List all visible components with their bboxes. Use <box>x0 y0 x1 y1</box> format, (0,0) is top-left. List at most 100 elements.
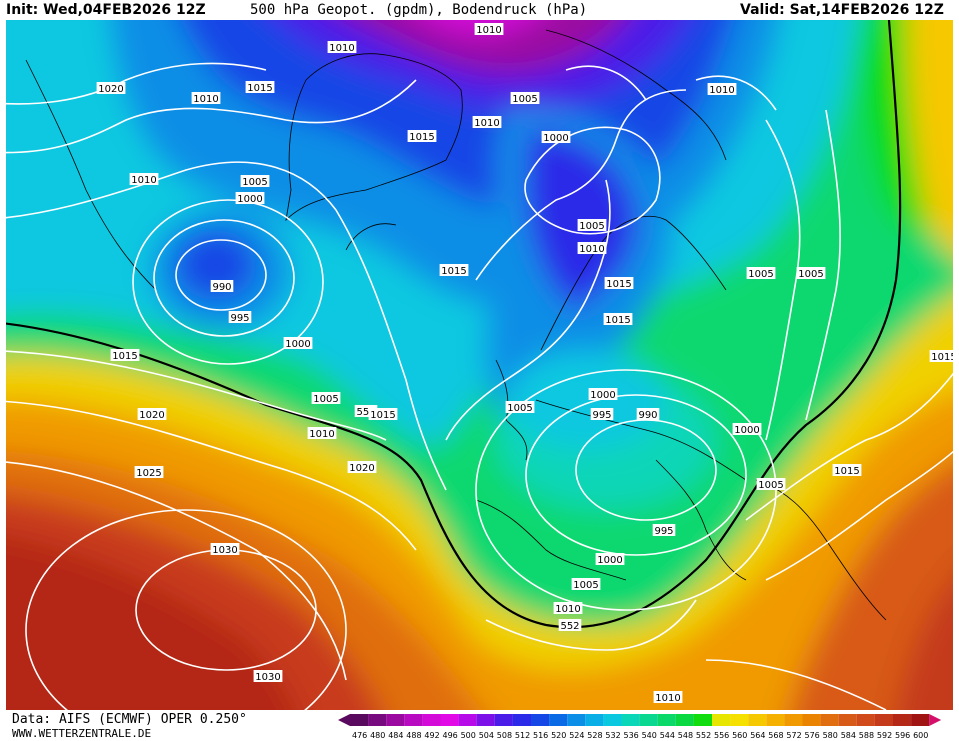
pressure-label: 1010 <box>555 604 580 615</box>
pressure-label-bg <box>96 82 126 94</box>
legend-tick-label: 564 <box>750 731 765 740</box>
legend-swatch <box>784 714 803 726</box>
pressure-label: 1005 <box>579 221 604 232</box>
pressure-label-bg <box>603 313 633 325</box>
pressure-label-bg <box>307 427 337 439</box>
map-title: 500 hPa Geopot. (gpdm), Bodendruck (hPa) <box>250 2 588 18</box>
pressure-label: 1005 <box>798 269 823 280</box>
pressure-label: 1005 <box>573 580 598 591</box>
pressure-label-bg <box>571 578 601 590</box>
legend-swatch <box>693 714 712 726</box>
pressure-label: 1015 <box>606 279 631 290</box>
legend-swatch <box>675 714 694 726</box>
legend-tick-label: 516 <box>533 731 548 740</box>
legend-swatch <box>802 714 821 726</box>
pressure-label-bg <box>541 131 571 143</box>
footer-bar: Data: AIFS (ECMWF) OPER 0.250° WWW.WETTE… <box>0 710 959 741</box>
legend-tick-label: 600 <box>913 731 928 740</box>
pressure-label: 1005 <box>313 394 338 405</box>
valid-time-label: Valid: Sat,14FEB2026 12Z <box>740 2 944 18</box>
legend-tick-label: 512 <box>515 731 530 740</box>
legend-tick-label: 560 <box>732 731 747 740</box>
legend-tick-label: 500 <box>461 731 476 740</box>
legend-swatch <box>512 714 531 726</box>
pressure-label-bg <box>210 543 240 555</box>
map-canvas: 1010 1010 1020 1015 1010 1005 1010 1010 1000 1015… <box>6 20 953 710</box>
pressure-label-bg <box>210 280 234 292</box>
pressure-label: 1015 <box>247 83 272 94</box>
legend-low-arrow <box>338 714 350 726</box>
pressure-label-bg <box>235 192 265 204</box>
legend-tick-label: 488 <box>406 731 421 740</box>
pressure-label: 1010 <box>474 118 499 129</box>
legend-tick-label: 528 <box>587 731 602 740</box>
legend-swatch <box>476 714 495 726</box>
pressure-label-bg <box>653 691 683 703</box>
legend-tick-label: 588 <box>859 731 874 740</box>
legend-swatch <box>730 714 749 726</box>
pressure-label-bg <box>407 130 437 142</box>
pressure-label: 1010 <box>131 175 156 186</box>
legend-tick-label: 596 <box>895 731 910 740</box>
pressure-label-bg <box>746 267 776 279</box>
legend-tick-label: 520 <box>551 731 566 740</box>
legend-swatch <box>368 714 387 726</box>
pressure-label: 1005 <box>512 94 537 105</box>
pressure-label-bg <box>604 277 634 289</box>
pressure-label: 1010 <box>476 25 501 36</box>
legend-tick-label: 568 <box>768 731 783 740</box>
legend-tick-label: 556 <box>714 731 729 740</box>
pressure-label-bg <box>110 349 140 361</box>
552-contour <box>6 20 902 629</box>
pressure-label-bg <box>796 267 826 279</box>
legend-swatch <box>458 714 477 726</box>
pressure-label: 1010 <box>193 94 218 105</box>
pressure-label: 1000 <box>237 194 262 205</box>
legend-swatch <box>404 714 423 726</box>
legend-tick-label: 572 <box>786 731 801 740</box>
pressure-label: 990 <box>638 410 657 421</box>
pressure-label: 1015 <box>112 351 137 362</box>
pressure-label-bg <box>253 670 283 682</box>
legend-tick-label: 532 <box>605 731 620 740</box>
legend-tick-label: 544 <box>660 731 675 740</box>
legend-tick-label: 484 <box>388 731 403 740</box>
pressure-label: 1010 <box>329 43 354 54</box>
pressure-label-bg <box>553 602 583 614</box>
legend-swatch <box>820 714 839 726</box>
pressure-label: 1005 <box>748 269 773 280</box>
pressure-label: 1020 <box>139 410 164 421</box>
pressure-label-bg <box>228 311 252 323</box>
pressure-label-bg <box>732 423 762 435</box>
legend-swatch <box>838 714 857 726</box>
pressure-label: 1010 <box>655 693 680 704</box>
pressure-label: 1005 <box>758 480 783 491</box>
pressure-label: 1015 <box>409 132 434 143</box>
legend-swatch <box>549 714 568 726</box>
legend-swatch <box>494 714 513 726</box>
pressure-label: 990 <box>212 282 231 293</box>
pressure-label: 1020 <box>349 463 374 474</box>
weather-map: 1010 1010 1020 1015 1010 1005 1010 1010 1000 1015… <box>6 20 953 710</box>
pressure-label-bg <box>474 23 504 35</box>
pressure-label-bg <box>311 392 341 404</box>
pressure-label: 1005 <box>242 177 267 188</box>
pressure-labels: 1010 1010 1020 1015 1010 1005 1010 1010 1000 1015… <box>96 23 953 704</box>
pressure-label-bg <box>510 92 540 104</box>
legend-tick-label: 504 <box>479 731 494 740</box>
pressure-label-bg <box>588 388 618 400</box>
pressure-label: 1005 <box>507 403 532 414</box>
legend-tick-label: 540 <box>642 731 657 740</box>
pressure-label-bg <box>245 81 275 93</box>
pressure-label: 995 <box>230 313 249 324</box>
pressure-label: 1015 <box>931 352 953 363</box>
pressure-label-bg <box>129 173 159 185</box>
pressure-label-bg <box>439 264 469 276</box>
legend-tick-label: 524 <box>569 731 584 740</box>
pressure-label-bg <box>577 242 607 254</box>
legend-swatch <box>712 714 731 726</box>
legend-tick-label: 492 <box>424 731 439 740</box>
pressure-label: 1015 <box>441 266 466 277</box>
pressure-label-bg <box>756 478 786 490</box>
legend-tick-label: 536 <box>624 731 639 740</box>
